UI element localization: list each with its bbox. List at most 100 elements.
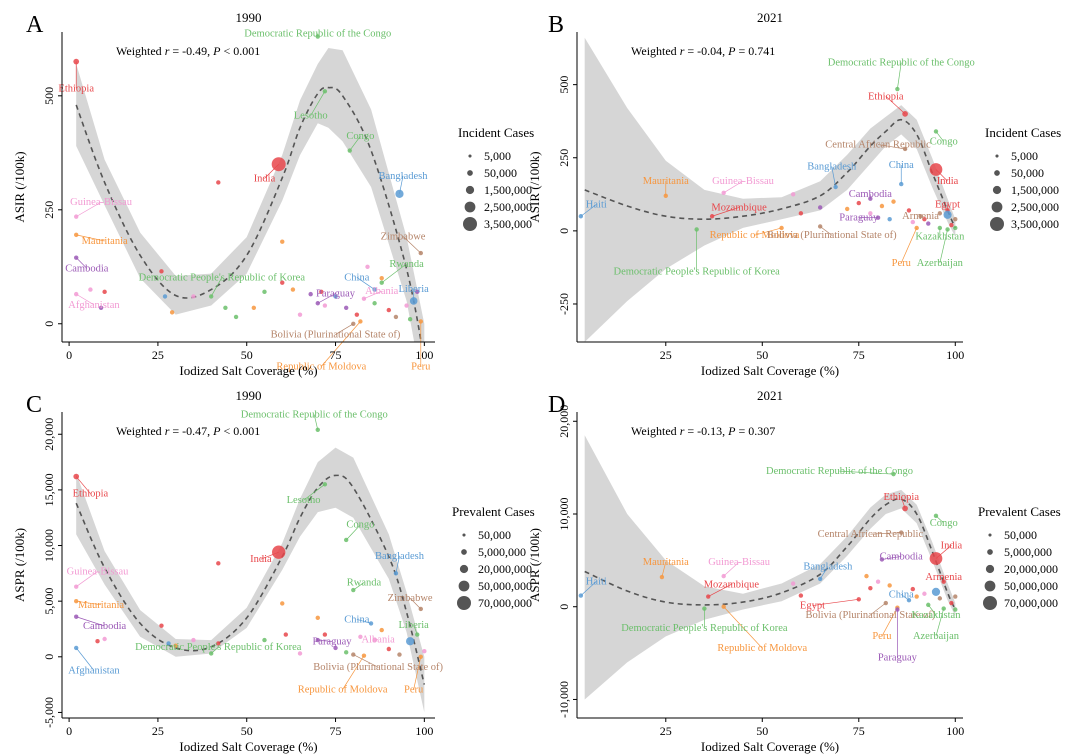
confidence-band [584,435,956,700]
legend-size-marker [992,185,1002,195]
annotation-r-value: = -0.47, [169,424,213,438]
label-leader [381,263,407,284]
point-label: Ethiopia [868,91,904,102]
label-leader [75,257,88,269]
legend-size-marker [994,170,1000,176]
data-point [379,275,384,281]
data-point [73,473,80,480]
data-point [262,637,267,643]
data-point [347,148,352,153]
point-label: Cambodia [880,551,923,562]
data-point [216,561,221,566]
legend-title: Prevalent Cases [978,504,1061,519]
label-leader [723,606,763,649]
data-point [395,189,404,198]
annotation-r-value: = -0.49, [169,44,213,58]
point-label: Liberia [399,284,430,295]
data-point [845,206,850,212]
x-tick-label: 100 [415,348,433,362]
legend-label: 50,000 [484,166,517,180]
data-point [875,215,881,220]
point-label: Guinea-Bissau [67,566,130,577]
point-label: Paraguay [316,288,356,299]
label-leader [723,561,740,577]
data-point [933,129,939,134]
data-point [102,636,107,642]
point-label: India [941,540,963,551]
point-label: China [344,272,369,283]
data-point [418,654,423,659]
data-point [322,303,328,308]
label-leader [413,656,422,690]
y-tick-label: 0 [42,321,56,327]
data-point [283,632,288,637]
label-leader [831,166,836,188]
point-label: Bangladesh [379,171,429,182]
legend-size-marker [995,154,999,158]
point-label: Mauritania [78,600,124,611]
data-point [372,287,377,292]
data-point [315,637,320,643]
label-leader [317,293,336,304]
data-point [659,574,665,580]
label-leader [76,616,105,627]
panel-title: 2021 [757,388,783,403]
data-point [422,649,427,654]
legend-label: 3,500,000 [1011,217,1059,231]
data-point [779,225,784,231]
data-point [351,587,356,593]
data-point [790,192,796,197]
data-point [159,623,164,628]
data-point [386,646,392,652]
panel-C: C 1990 Ethiopia Democratic Republic of the … [12,388,535,754]
data-point [322,482,328,487]
legend-label: 50,000,000 [478,579,532,593]
data-point [333,645,338,651]
data-point [358,319,363,324]
label-leader [76,234,105,242]
data-point [902,505,908,512]
data-point [899,181,904,187]
legend-size-marker [464,201,476,213]
data-point [875,579,881,584]
data-point [233,314,239,320]
data-point [953,594,958,599]
legend-size-marker [463,217,477,231]
annotation-prefix: Weighted [631,424,680,438]
data-point [943,210,952,219]
data-point [721,190,726,196]
data-point [74,214,79,219]
y-axis-title: ASIR (/100k) [12,151,27,222]
fit-line [584,498,957,610]
legend-size-marker [985,564,995,574]
point-label: Azerbaijan [913,631,960,642]
label-leader [210,277,223,297]
label-leader [409,597,422,610]
point-label: India [250,554,272,565]
data-point [887,583,892,588]
legend-size-marker [991,201,1003,213]
point-label: Armenia [925,572,962,583]
data-point [937,596,943,601]
point-label: Liberia [399,620,430,631]
point-label: Ethiopia [883,492,919,503]
plot-area [75,48,425,342]
point-label: Guinea-Bissau [712,176,775,187]
legend-size-marker [467,170,473,176]
annotation-p-symbol: P [727,44,736,58]
point-label: Republic of Moldova [710,230,800,241]
plot-area [584,435,957,700]
label-leader [363,290,382,300]
point-label: Paraguay [878,653,918,664]
x-tick-label: 50 [756,348,768,362]
label-leader [342,655,365,690]
annotation-p-value: = 0.741 [735,44,775,58]
data-point [941,579,946,584]
data-point [209,651,214,656]
point-label: Kazakhstan [915,232,965,243]
annotation-p-symbol: P [212,44,221,58]
data-point [386,307,392,313]
annotation-prefix: Weighted [631,44,680,58]
label-leader [839,470,894,475]
annotation-p-symbol: P [727,424,736,438]
